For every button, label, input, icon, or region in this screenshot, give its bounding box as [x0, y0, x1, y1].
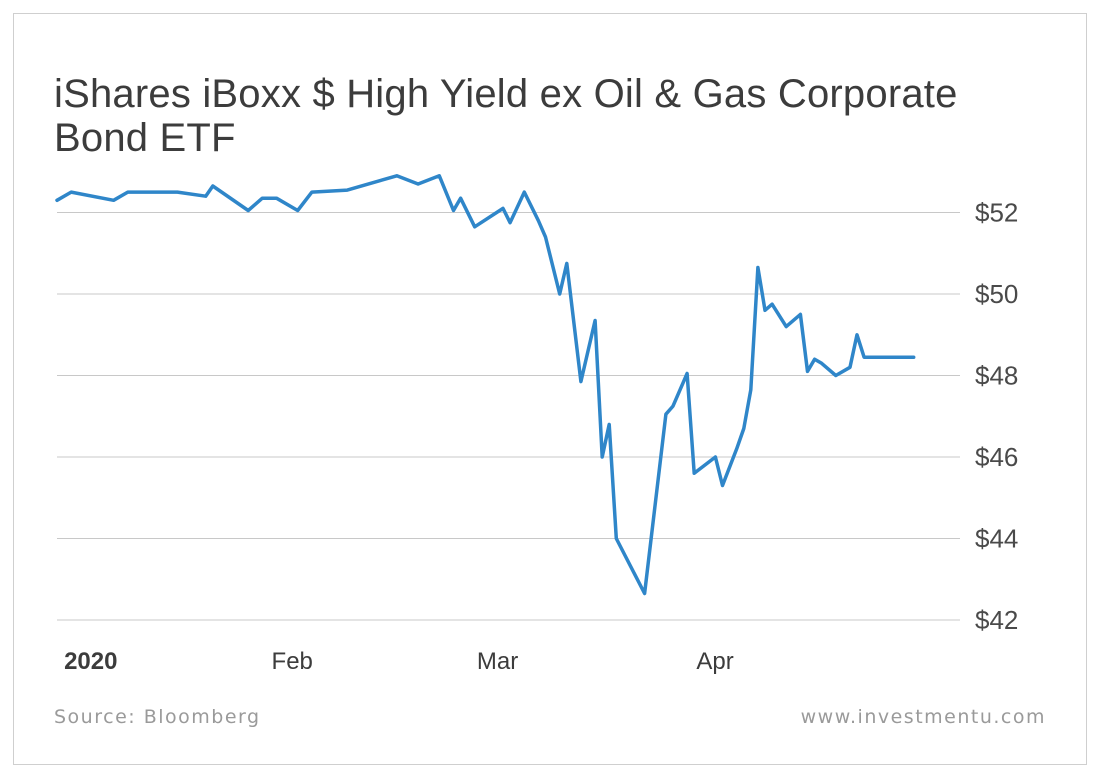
data-point	[714, 456, 717, 459]
data-point	[459, 197, 462, 200]
data-point	[452, 209, 455, 212]
data-point	[310, 191, 313, 194]
source-note: Source: Bloomberg	[54, 706, 261, 728]
data-point	[70, 191, 73, 194]
x-tick-label: Apr	[696, 648, 733, 675]
data-point	[735, 447, 738, 450]
data-point	[261, 197, 264, 200]
data-point	[565, 262, 568, 265]
x-tick-label: Mar	[477, 648, 518, 675]
data-point	[162, 191, 165, 194]
data-point	[537, 219, 540, 222]
chart-frame	[13, 13, 1087, 765]
data-point	[806, 370, 809, 373]
data-point	[204, 195, 207, 198]
y-tick-label: $50	[975, 279, 1018, 309]
data-point	[693, 472, 696, 475]
data-point	[820, 362, 823, 365]
data-point	[799, 313, 802, 316]
data-point	[176, 191, 179, 194]
data-point	[771, 303, 774, 306]
data-point	[275, 197, 278, 200]
chart-title-line-1: iShares iBoxx $ High Yield ex Oil & Gas …	[54, 72, 958, 116]
website-credit: www.investmentu.com	[800, 706, 1046, 728]
y-tick-label: $46	[975, 442, 1018, 472]
chart-title-line-2: Bond ETF	[54, 116, 236, 160]
y-tick-label: $52	[975, 198, 1018, 228]
data-point	[891, 356, 894, 359]
data-point	[764, 309, 767, 312]
data-point	[856, 333, 859, 336]
data-point	[671, 405, 674, 408]
y-tick-label: $42	[975, 605, 1018, 635]
data-point	[56, 199, 59, 202]
series-points	[56, 174, 916, 595]
data-point	[558, 293, 561, 296]
data-point	[509, 221, 512, 224]
data-point	[813, 358, 816, 361]
x-axis-ticks: 2020 Feb Mar Apr	[64, 648, 734, 675]
data-point	[211, 185, 214, 188]
y-axis-ticks: $52 $50 $48 $46 $44 $42	[975, 198, 1018, 636]
data-point	[863, 356, 866, 359]
data-point	[884, 356, 887, 359]
data-point	[247, 209, 250, 212]
data-point	[686, 372, 689, 375]
data-point	[664, 413, 667, 416]
data-point	[870, 356, 873, 359]
y-tick-label: $44	[975, 524, 1018, 554]
data-point	[473, 225, 476, 228]
data-point	[523, 191, 526, 194]
data-point	[579, 380, 582, 383]
x-tick-label: 2020	[64, 648, 117, 675]
data-point	[502, 207, 505, 210]
data-point	[742, 427, 745, 430]
data-point	[608, 423, 611, 426]
data-point	[848, 366, 851, 369]
data-point	[544, 235, 547, 238]
data-point	[905, 356, 908, 359]
data-point	[912, 356, 915, 359]
price-series-line	[55, 174, 916, 596]
data-point	[594, 319, 597, 322]
data-point	[601, 456, 604, 459]
data-point	[126, 191, 129, 194]
data-point	[615, 537, 618, 540]
data-point	[721, 484, 724, 487]
data-point	[749, 388, 752, 391]
y-tick-label: $48	[975, 361, 1018, 391]
data-point	[112, 199, 115, 202]
data-point	[296, 209, 299, 212]
x-tick-label: Feb	[272, 648, 313, 675]
data-point	[438, 174, 441, 177]
data-point	[395, 174, 398, 177]
data-point	[643, 592, 646, 595]
chart-title: iShares iBoxx $ High Yield ex Oil & Gas …	[54, 72, 1054, 160]
data-point	[346, 189, 349, 192]
grid-lines	[57, 212, 960, 621]
data-point	[756, 266, 759, 269]
data-point	[417, 182, 420, 185]
data-point	[834, 374, 837, 377]
data-point	[785, 325, 788, 328]
